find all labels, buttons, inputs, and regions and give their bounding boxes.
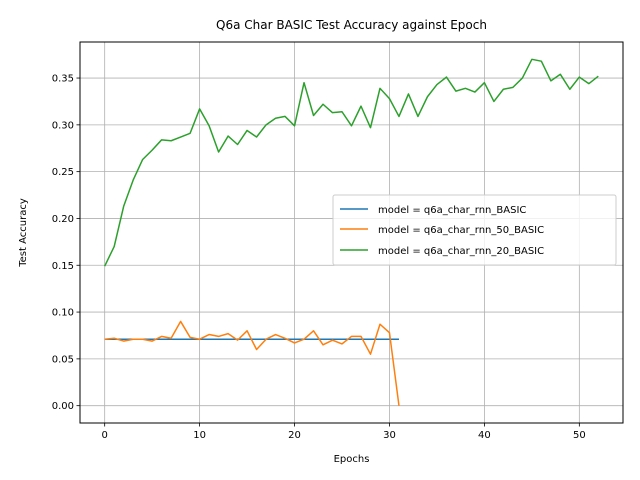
series-line-50-basic (104, 320, 400, 406)
y-tick-label: 0.10 (52, 308, 74, 319)
y-tick-label: 0.00 (52, 401, 74, 412)
legend-label-50-basic: model = q6a_char_rnn_50_BASIC (378, 225, 544, 236)
x-tick-label: 0 (101, 430, 107, 441)
plot-frame (79, 41, 624, 424)
x-axis-label: Epochs (334, 454, 370, 465)
chart-title: Q6a Char BASIC Test Accuracy against Epo… (216, 18, 487, 32)
x-tick-label: 10 (193, 430, 206, 441)
legend-label-basic: model = q6a_char_rnn_BASIC (378, 205, 526, 216)
y-tick-label: 0.35 (52, 74, 74, 85)
x-tick-label: 20 (288, 430, 301, 441)
y-tick-label: 0.30 (52, 120, 74, 131)
series-layer (104, 58, 599, 406)
y-tick-label: 0.05 (52, 354, 74, 365)
legend: model = q6a_char_rnn_BASIC model = q6a_c… (332, 194, 617, 266)
y-axis-label: Test Accuracy (18, 198, 29, 268)
x-tick-label: 50 (573, 430, 586, 441)
series-line-20-basic (104, 58, 599, 267)
legend-label-20-basic: model = q6a_char_rnn_20_BASIC (378, 246, 544, 257)
ticks: 0 10 20 30 40 50 0.00 0.05 0.10 0.15 0.20 0.25 0.30 0… (52, 74, 586, 441)
x-tick-label: 40 (478, 430, 491, 441)
y-tick-label: 0.20 (52, 214, 74, 225)
legend-box (332, 194, 617, 266)
y-tick-label: 0.25 (52, 167, 74, 178)
y-tick-label: 0.15 (52, 261, 74, 272)
x-tick-label: 30 (383, 430, 396, 441)
